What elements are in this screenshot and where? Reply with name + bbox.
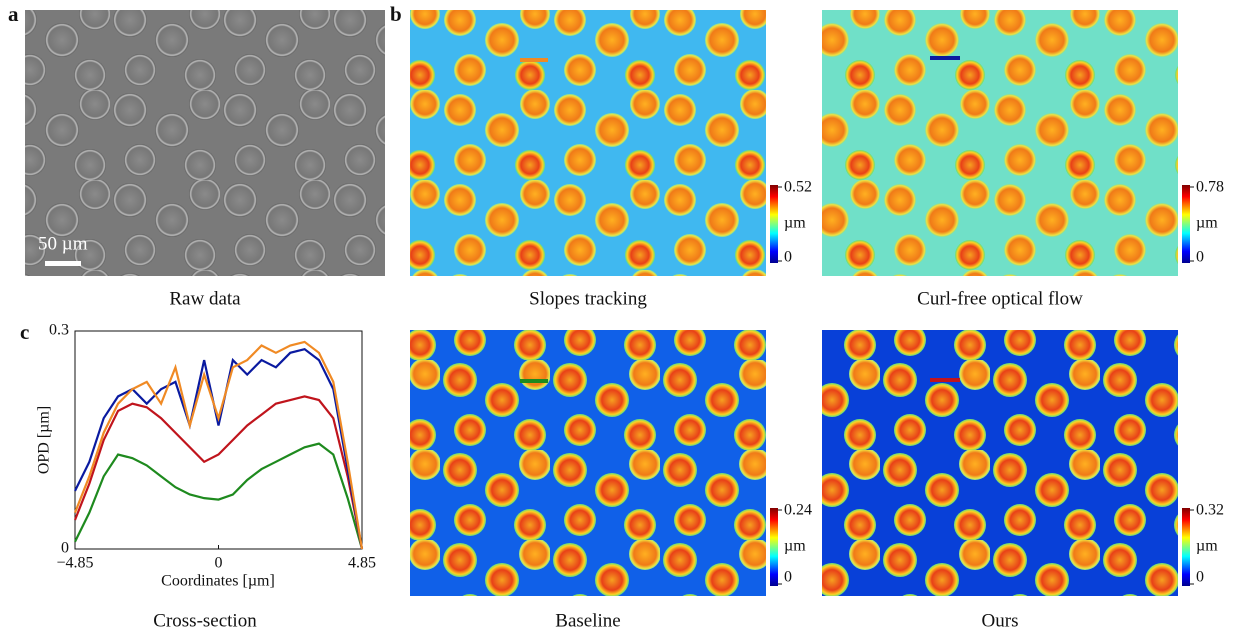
panel-label: b <box>390 2 402 26</box>
x-tick-label: 0 <box>215 555 223 572</box>
panel-label: c <box>20 320 29 344</box>
series-line <box>73 395 364 550</box>
phase-image-cells <box>410 330 766 596</box>
plot-frame <box>74 330 363 550</box>
colorbar-unit: µm <box>1196 538 1218 555</box>
series-line <box>74 442 364 550</box>
x-tick-label: −4.85 <box>56 555 93 572</box>
phase-image-cells <box>822 10 1178 276</box>
colorbar-label: 0.52 <box>784 179 812 196</box>
phase-image-cells <box>822 330 1178 596</box>
raw-image-cells <box>25 10 385 276</box>
colorbar-label: 0.32 <box>1196 502 1224 519</box>
y-tick-label: 0.3 <box>49 322 69 339</box>
y-tick-label: 0 <box>61 540 69 557</box>
caption: Slopes tracking <box>529 288 647 309</box>
colorbar-unit: µm <box>1196 215 1218 232</box>
x-axis-label: Coordinates [µm] <box>161 573 275 590</box>
y-axis-label: OPD [µm] <box>36 406 53 474</box>
panel-label: a <box>8 2 19 26</box>
colorbar-unit: µm <box>784 215 806 232</box>
colorbar <box>770 508 778 586</box>
x-tick-label: 4.85 <box>348 555 376 572</box>
colorbar-label: 0 <box>784 569 792 586</box>
colorbar <box>1182 185 1190 263</box>
colorbar-label: 0 <box>1196 249 1204 266</box>
phase-image-cells <box>410 10 766 276</box>
caption: Cross-section <box>153 610 257 631</box>
scale-bar <box>45 261 81 266</box>
caption: Raw data <box>169 288 241 309</box>
series-line <box>73 340 364 550</box>
caption: Ours <box>982 610 1019 631</box>
caption: Curl-free optical flow <box>917 288 1083 309</box>
caption: Baseline <box>555 610 620 631</box>
colorbar-label: 0.24 <box>784 502 812 519</box>
colorbar-unit: µm <box>784 538 806 555</box>
colorbar-label: 0.78 <box>1196 179 1224 196</box>
colorbar <box>770 185 778 263</box>
colorbar <box>1182 508 1190 586</box>
series-line <box>74 347 364 550</box>
scale-bar-label: 50 µm <box>38 233 88 254</box>
colorbar-label: 0 <box>784 249 792 266</box>
colorbar-label: 0 <box>1196 569 1204 586</box>
